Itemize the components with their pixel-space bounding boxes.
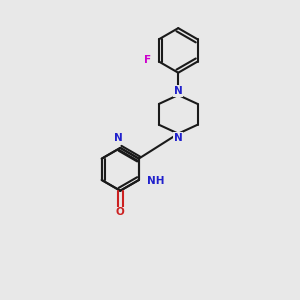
Text: O: O: [116, 207, 125, 218]
Text: NH: NH: [147, 176, 165, 186]
Text: F: F: [144, 55, 152, 65]
Text: N: N: [174, 86, 183, 96]
Text: N: N: [114, 133, 123, 142]
Text: N: N: [174, 133, 183, 142]
